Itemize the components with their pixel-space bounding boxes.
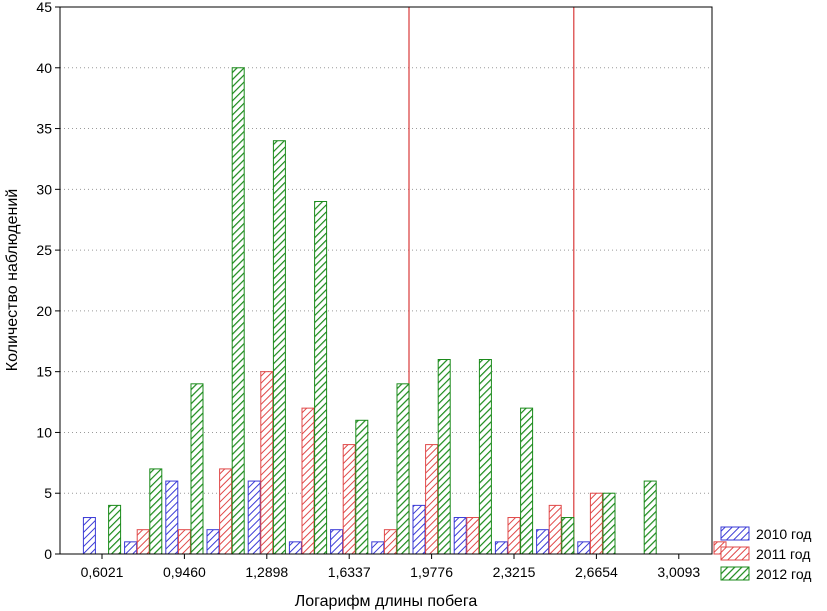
x-tick-label: 1,2898 xyxy=(245,564,288,580)
bar xyxy=(425,444,439,555)
bar xyxy=(165,480,179,555)
bar xyxy=(206,529,220,555)
x-tick-label: 3,0093 xyxy=(657,564,700,580)
bar xyxy=(108,504,122,555)
bar xyxy=(371,541,385,555)
y-tick-label: 10 xyxy=(36,424,52,440)
bar xyxy=(478,359,492,555)
bar xyxy=(383,529,397,555)
bar xyxy=(342,444,356,555)
bar xyxy=(466,517,480,555)
bar xyxy=(507,517,521,555)
bar xyxy=(548,504,562,555)
bar xyxy=(260,371,274,555)
bar xyxy=(231,67,245,555)
y-tick-label: 45 xyxy=(36,0,52,15)
y-tick-label: 30 xyxy=(36,181,52,197)
bar xyxy=(453,517,467,555)
bar xyxy=(124,541,138,555)
gridlines xyxy=(60,67,712,494)
bars xyxy=(82,67,727,555)
y-tick-label: 25 xyxy=(36,242,52,258)
bar xyxy=(396,383,410,555)
y-axis-title: Количество наблюдений xyxy=(4,189,21,371)
bar xyxy=(190,383,204,555)
y-tick-label: 0 xyxy=(44,546,52,562)
bar xyxy=(355,419,369,555)
y-tick-label: 5 xyxy=(44,485,52,501)
bar xyxy=(536,529,550,555)
x-tick-label: 0,9460 xyxy=(163,564,206,580)
y-tick-label: 40 xyxy=(36,60,52,76)
legend-swatch xyxy=(720,546,750,561)
legend-label: 2010 год xyxy=(756,526,811,542)
bar xyxy=(288,541,302,555)
bar xyxy=(136,529,150,555)
bar xyxy=(494,541,508,555)
y-tick-label: 15 xyxy=(36,364,52,380)
bar xyxy=(561,517,575,555)
x-tick-label: 1,6337 xyxy=(328,564,371,580)
y-tick-label: 20 xyxy=(36,303,52,319)
x-axis-title: Логарифм длины побега xyxy=(295,593,478,610)
bar xyxy=(272,140,286,555)
x-tick-label: 2,3215 xyxy=(493,564,536,580)
legend: 2010 год 2011 год 2012 год xyxy=(720,526,811,582)
bar xyxy=(330,529,344,555)
bar xyxy=(314,200,328,555)
bar xyxy=(149,468,163,555)
x-tick-label: 1,9776 xyxy=(410,564,453,580)
bar xyxy=(301,407,315,555)
bar xyxy=(82,517,96,555)
bar xyxy=(577,541,591,555)
legend-label: 2012 год xyxy=(756,566,811,582)
x-tick-label: 0,6021 xyxy=(81,564,124,580)
bar xyxy=(589,492,603,555)
legend-swatch xyxy=(720,566,750,581)
bar xyxy=(247,480,261,555)
bar xyxy=(177,529,191,555)
bar xyxy=(219,468,233,555)
legend-swatch xyxy=(720,526,750,541)
plot-frame xyxy=(59,6,713,555)
bar xyxy=(520,407,534,555)
x-tick-label: 2,6654 xyxy=(575,564,618,580)
bar xyxy=(437,359,451,555)
x-axis-ticks: 0,6021 0,9460 1,2898 1,6337 1,9776 2,3215 2,66… xyxy=(81,554,700,580)
bar xyxy=(643,480,657,555)
y-axis-ticks: 0 5 10 15 20 25 30 35 40 45 xyxy=(36,0,60,562)
bar xyxy=(602,492,616,555)
bar xyxy=(412,504,426,555)
y-tick-label: 35 xyxy=(36,121,52,137)
legend-label: 2011 год xyxy=(756,546,810,562)
